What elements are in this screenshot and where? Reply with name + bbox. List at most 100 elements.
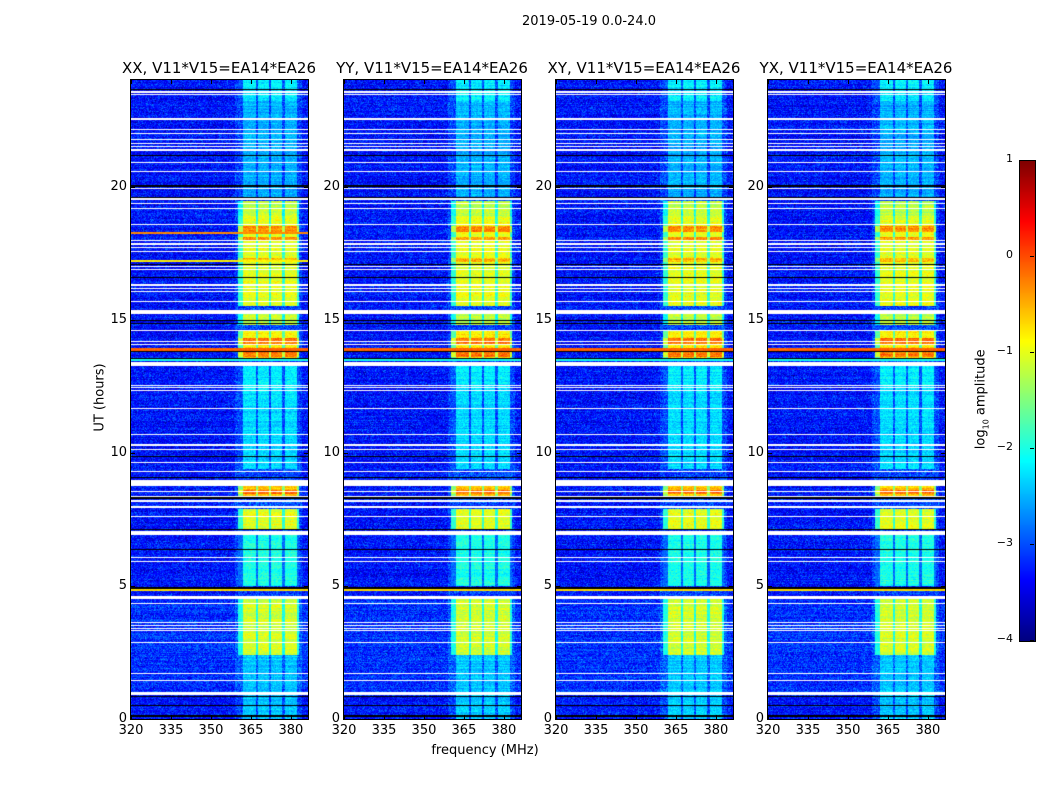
y-tick-label: 15 [535,311,552,327]
heatmap-xx [131,80,308,719]
figure-title: 2019-05-19 0.0-24.0 [522,14,656,29]
y-tick [941,186,945,188]
y-tick [729,719,733,720]
x-tick-label: 365 [663,723,689,738]
x-tick-label: 380 [915,723,941,738]
panel-title: XX, V11*V15=EA14*EA26 [121,59,316,77]
y-tick [556,585,560,587]
x-tick [556,80,557,84]
x-tick-label: 350 [411,723,437,738]
x-tick-label: 320 [118,723,144,738]
x-tick [463,715,465,719]
x-tick-label: 320 [543,723,569,738]
x-tick [383,80,385,84]
y-tick-label: 10 [535,444,552,460]
colorbar-tick-label: 1 [1006,152,1013,165]
y-tick-label: 0 [118,711,127,726]
y-tick [941,719,945,720]
x-tick-label: 365 [238,723,264,738]
x-tick [887,715,889,719]
y-tick-label: 20 [323,178,340,194]
colorbar-tick [1030,256,1034,257]
y-axis-label: UT (hours) [92,363,108,432]
y-tick [729,186,733,188]
x-tick-label: 350 [835,723,861,738]
colorbar-tick-label: 0 [1006,248,1013,261]
y-tick [304,719,308,720]
heatmap-panel [130,79,309,720]
x-tick [170,715,172,719]
y-tick [131,719,135,720]
y-tick [344,452,348,454]
y-tick [304,452,308,454]
x-tick [768,715,769,719]
x-tick [807,715,809,719]
x-tick-label: 380 [278,723,304,738]
y-tick-label: 15 [110,311,127,327]
y-tick [941,585,945,587]
y-tick [131,585,135,587]
x-tick [131,715,132,719]
colorbar-tick-label: −1 [996,344,1013,357]
y-tick [768,319,772,321]
heatmap-yx [768,80,945,719]
x-tick [344,80,345,84]
x-tick [807,80,809,84]
colorbar-tick-label: −2 [996,440,1013,453]
y-tick-label: 15 [323,311,340,327]
x-tick-label: 320 [331,723,357,738]
y-tick-label: 10 [747,444,764,460]
x-tick [887,80,889,84]
x-tick-label: 335 [795,723,821,738]
y-tick [131,186,135,188]
y-tick [304,319,308,321]
x-tick-label: 365 [451,723,477,738]
panel-title: YY, V11*V15=EA14*EA26 [336,59,528,77]
x-tick [210,80,212,84]
x-tick [423,715,425,719]
x-tick [383,715,385,719]
y-tick-label: 5 [543,577,552,593]
x-tick [344,715,345,719]
y-tick [517,186,521,188]
colorbar-tick [1030,160,1034,161]
panel-title: XY, V11*V15=EA14*EA26 [547,59,741,77]
colorbar-tick [1030,640,1034,641]
y-tick [517,719,521,720]
x-tick [131,80,132,84]
y-tick [344,186,348,188]
x-tick [556,715,557,719]
colorbar-tick [1030,352,1034,353]
y-tick [941,319,945,321]
x-tick [927,715,929,719]
y-tick [941,452,945,454]
x-tick-label: 380 [491,723,517,738]
x-tick [635,80,637,84]
x-tick [675,80,677,84]
x-tick [595,80,597,84]
x-tick [250,80,252,84]
y-tick-label: 5 [118,577,127,593]
y-tick-label: 10 [110,444,127,460]
colorbar-gradient [1020,161,1035,641]
x-tick [503,80,505,84]
y-tick-label: 5 [755,577,764,593]
y-tick [517,452,521,454]
x-tick-label: 335 [158,723,184,738]
x-tick [595,715,597,719]
x-tick [847,80,849,84]
y-tick [768,585,772,587]
x-tick-label: 335 [371,723,397,738]
x-tick-label: 335 [583,723,609,738]
y-tick [768,452,772,454]
colorbar-tick [1030,544,1034,545]
y-tick [304,585,308,587]
y-tick [131,319,135,321]
y-tick-label: 15 [747,311,764,327]
heatmap-panel [343,79,522,720]
y-tick [729,319,733,321]
x-tick [675,715,677,719]
x-tick [715,715,717,719]
y-tick [556,319,560,321]
y-tick-label: 20 [747,178,764,194]
